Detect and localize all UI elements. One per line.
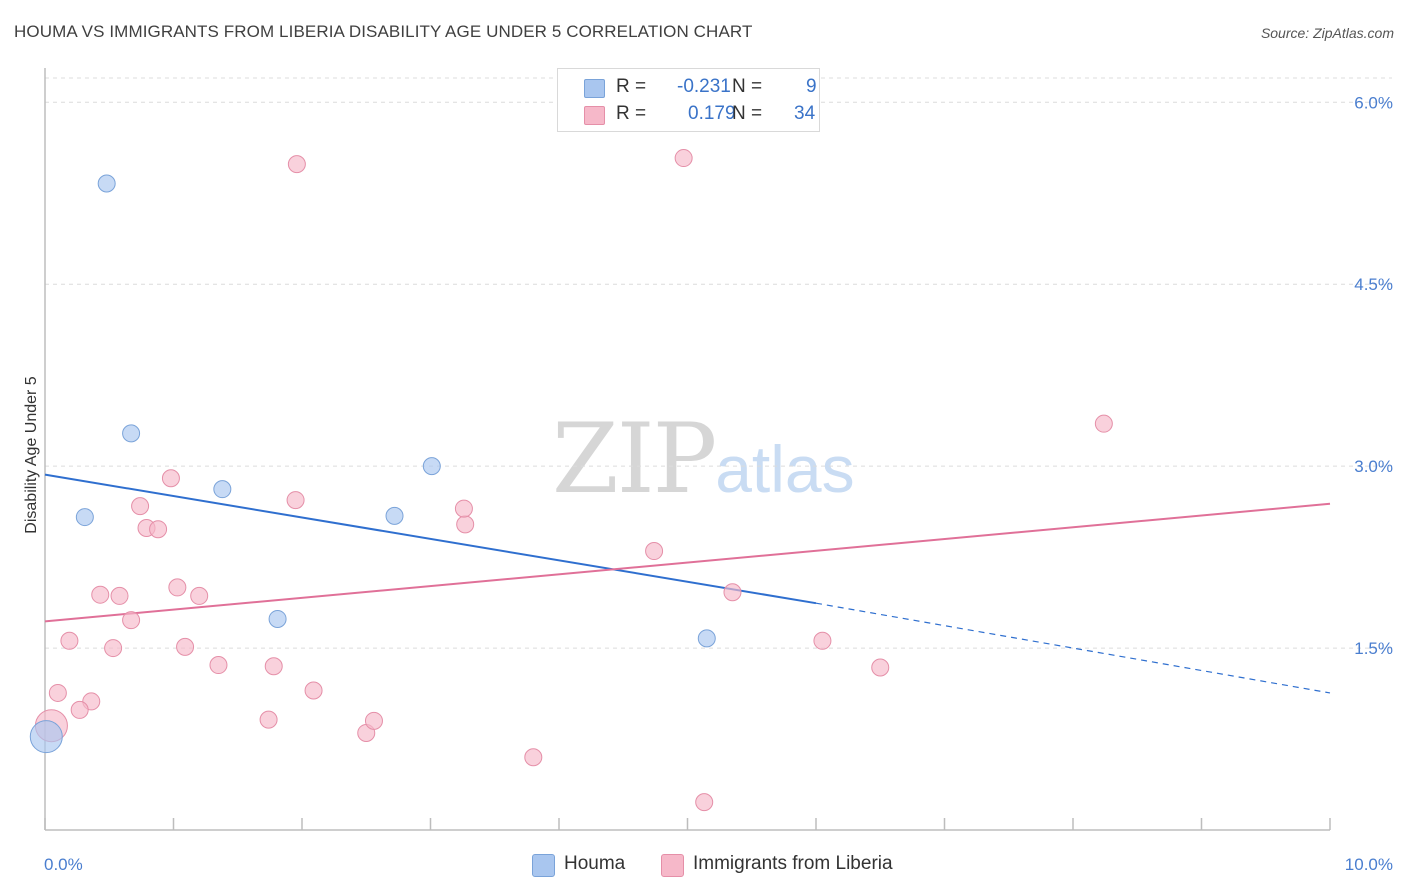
trend-lines — [44, 473, 1331, 694]
point-houma — [385, 506, 404, 525]
stats-box: R = -0.231 N = 9 R = 0.179 N = 34 — [557, 68, 820, 132]
legend-swatch-liberia — [661, 854, 684, 877]
point-liberia — [723, 583, 742, 602]
point-liberia — [190, 586, 209, 605]
point-liberia — [70, 700, 89, 719]
y-tick-label: 3.0% — [1354, 457, 1393, 476]
y-tick-label: 4.5% — [1354, 275, 1393, 294]
point-houma — [422, 457, 441, 476]
point-liberia — [104, 639, 123, 658]
point-houma — [213, 480, 232, 499]
x-tick-label: 0.0% — [44, 855, 83, 874]
point-liberia — [364, 711, 383, 730]
stats-swatch-houma — [584, 79, 605, 98]
point-liberia — [122, 611, 141, 630]
r-value: -0.231 — [677, 76, 731, 97]
y-axis-label: Disability Age Under 5 — [23, 376, 40, 534]
point-houma — [75, 508, 94, 527]
point-liberia — [60, 631, 79, 650]
point-liberia — [149, 520, 168, 539]
r-label: R = — [616, 103, 647, 124]
point-liberia — [264, 657, 283, 676]
trend-line-houma — [44, 473, 817, 605]
point-houma — [29, 720, 63, 754]
point-liberia — [813, 631, 832, 650]
r-label: R = — [616, 76, 647, 97]
point-houma — [122, 424, 141, 443]
y-tick-label: 6.0% — [1354, 93, 1393, 112]
tick-labels: 1.5% 3.0% 4.5% 6.0% 0.0% 10.0% — [44, 93, 1393, 874]
r-value: 0.179 — [688, 103, 736, 124]
n-label: N = — [732, 76, 763, 97]
point-liberia — [161, 469, 180, 488]
point-liberia — [48, 683, 67, 702]
point-liberia — [209, 656, 228, 675]
point-liberia — [524, 748, 543, 767]
point-liberia — [168, 578, 187, 597]
watermark-atlas: atlas — [715, 432, 855, 506]
n-value: 34 — [794, 103, 816, 124]
watermark: ZIPatlas — [552, 403, 855, 515]
point-liberia — [674, 149, 693, 168]
point-liberia — [259, 710, 278, 729]
point-liberia — [110, 586, 129, 605]
point-houma — [97, 174, 116, 193]
point-liberia — [1094, 414, 1113, 433]
point-liberia — [456, 515, 475, 534]
axes — [44, 68, 1331, 831]
point-liberia — [871, 658, 890, 677]
point-liberia — [176, 637, 195, 656]
point-liberia — [304, 681, 323, 700]
point-liberia — [287, 155, 306, 174]
legend-label-houma: Houma — [564, 853, 626, 874]
n-label: N = — [732, 103, 763, 124]
grid-lines — [45, 77, 1392, 649]
y-tick-label: 1.5% — [1354, 639, 1393, 658]
point-liberia — [286, 491, 305, 510]
data-points — [29, 149, 1113, 812]
x-tick-label: 10.0% — [1345, 855, 1393, 874]
point-liberia — [454, 499, 473, 518]
point-houma — [268, 609, 287, 628]
n-value: 9 — [806, 76, 817, 97]
stats-swatch-liberia — [584, 106, 605, 125]
watermark-zip: ZIP — [552, 403, 717, 515]
chart-title: HOUMA VS IMMIGRANTS FROM LIBERIA DISABIL… — [14, 22, 753, 41]
point-houma — [697, 629, 716, 648]
point-liberia — [91, 585, 110, 604]
legend-label-liberia: Immigrants from Liberia — [693, 853, 893, 874]
source-credit: Source: ZipAtlas.com — [1260, 25, 1394, 41]
point-liberia — [645, 542, 664, 561]
trend-line-liberia — [44, 502, 1331, 623]
point-liberia — [695, 793, 714, 812]
trend-line-extension — [815, 602, 1331, 694]
legend-swatch-houma — [532, 854, 555, 877]
point-liberia — [131, 497, 150, 516]
